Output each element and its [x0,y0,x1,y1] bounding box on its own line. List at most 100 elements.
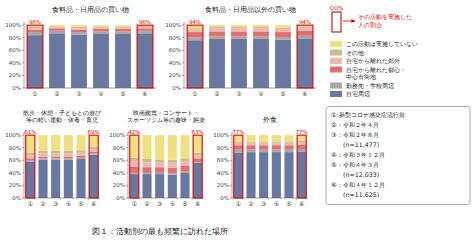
bar-segment [51,151,60,154]
bar-segment [142,167,151,173]
bar-segment [115,34,131,88]
y-axis [128,132,129,198]
x-tick-label: ⑤ [78,200,83,207]
bar-segment [284,145,293,149]
bar-segment [297,141,306,142]
y-tick-label: 60% [113,157,125,163]
bar-segment [231,31,247,36]
chart-title: 食料品・日用品の買い物 [52,6,129,14]
x-tick-label: ⑥ [142,90,147,97]
panel: 食料品・日用品の買い物0%20%40%60%80%100%①②③④⑤⑥96%96… [5,6,156,97]
bar-segment [38,151,47,154]
bar-segment [259,135,268,141]
bar-segment [246,141,255,142]
bar-segment [259,141,268,142]
bar-segment [284,141,293,142]
bar-segment [27,32,43,35]
x-tick-label: ③ [261,200,266,207]
bar-segment [180,172,189,173]
bar-segment [115,25,131,26]
y-tick-label: 20% [169,72,181,78]
bar-segment [234,145,243,149]
bars [130,135,202,198]
y-tick-label: 0% [220,195,229,201]
key-arrow [343,21,355,22]
bar-segment [187,30,203,33]
y-tick-label: 80% [113,145,125,151]
bar-segment [89,153,98,154]
bar-segment [89,149,98,152]
bar-segment [51,158,60,159]
bar-segment [284,143,293,146]
x-tick-label: ② [144,200,149,207]
y-tick-label: 60% [169,47,181,53]
bar-segment [49,27,65,28]
x-tick-label: ④ [66,200,71,207]
bars [26,135,98,198]
bar-segment [231,27,247,28]
y-tick-label: 40% [217,170,229,176]
x-tick-label: ① [28,200,33,207]
x-tick-label: ⑥ [299,200,304,207]
bar-segment [155,174,164,198]
bar-segment [209,31,225,36]
y-tick-label: 100% [165,22,181,28]
bar-segment [51,135,60,151]
legend-label: 勤務先・学校周辺 [346,82,394,89]
legend-swatch [330,41,342,47]
bar-segment [38,153,47,156]
x-tick-label: ② [54,90,59,97]
y-tick-label: 20% [9,72,21,78]
bar-segment [64,158,73,159]
bar-segment [137,28,153,31]
note: ②：令和２年４月 [331,121,379,128]
bar-segment [130,158,139,161]
bar-segment [275,32,291,37]
bar-segment [209,27,225,28]
x-tick-label: ④ [98,90,103,97]
bar-segment [246,143,255,146]
bar-segment [115,31,131,34]
x-tick-label: ③ [236,90,241,97]
bar-segment [130,135,139,158]
bar-segment [272,145,281,149]
highlight-box [27,25,43,88]
bar-segment [234,150,243,153]
y-tick-label: 100% [5,22,21,28]
bar-segment [272,141,281,142]
bar-segment [93,25,109,26]
bar-segment [193,155,202,158]
bar-segment [137,31,153,34]
bar-segment [209,39,225,88]
bar-segment [275,40,291,88]
bar-segment [253,27,269,28]
bar-segment [209,25,225,27]
highlight-box [187,25,203,88]
bar-segment [27,35,43,88]
bar-segment [275,28,291,29]
x-tick-label: ⑤ [120,90,125,97]
highlight-label: 61% [24,129,36,135]
y-axis [184,22,185,88]
bar-segment [27,27,43,28]
x-tick-label: ① [236,200,241,207]
x-tick-label: ① [132,200,137,207]
bar-segment [297,26,313,27]
bar-segment [297,149,306,152]
chart-title: 食料品・日用品以外の買い物 [205,6,296,14]
bar-segment [180,158,189,161]
x-tick-label: ⑥ [302,90,307,97]
bar-segment [180,173,189,198]
bar-segment [155,160,164,163]
bar-segment [231,28,247,31]
x-tick-label: ④ [274,200,279,207]
bar-segment [234,141,243,142]
bar-segment [26,162,35,198]
bar-segment [115,29,131,32]
bar-segment [76,156,85,158]
bar-segment [168,173,177,174]
bar-segment [51,157,60,159]
panel: 散歩・休憩・子どもとの遊び等の軽い運動・休養・育児0%20%40%60%80%1… [5,109,102,207]
bar-segment [231,36,247,39]
bar-segment [180,161,189,166]
